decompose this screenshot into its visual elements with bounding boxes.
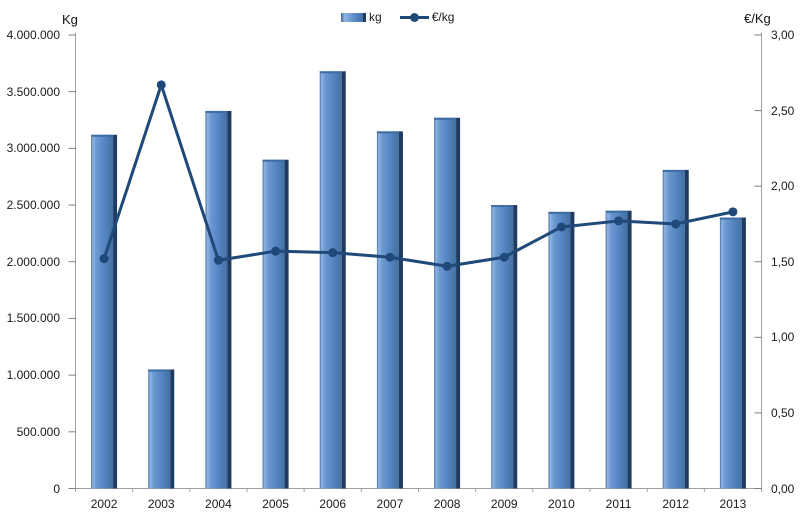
left-axis-tick-label: 1.000.000 [6, 368, 60, 383]
bar-2010 [548, 211, 575, 489]
line-marker-icon [409, 12, 419, 22]
bar-2003 [148, 369, 175, 489]
x-axis-label-2011: 2011 [605, 497, 632, 511]
price-marker-2003 [156, 80, 166, 90]
x-axis-label-2002: 2002 [90, 497, 118, 511]
left-axis-tick-label: 1.500.000 [6, 311, 60, 326]
bar-series-swatch-icon [341, 12, 366, 22]
bar-2007 [376, 131, 403, 489]
legend-item-price: €/kg [399, 10, 455, 24]
left-axis-title: Kg [62, 12, 78, 27]
right-axis-tick-label: 2,50 [771, 103, 795, 118]
price-marker-2012 [671, 219, 681, 229]
left-axis-tick-label: 0 [53, 481, 60, 496]
x-axis-label-2005: 2005 [262, 497, 289, 511]
price-line [102, 83, 734, 268]
price-marker-2004 [213, 255, 223, 265]
right-axis-tick-label: 1,00 [771, 330, 795, 345]
legend-label-kg: kg [369, 10, 382, 24]
right-axis-tick-label: 0,50 [771, 405, 795, 420]
x-axis-label-2003: 2003 [147, 497, 175, 511]
price-marker-2008 [442, 261, 452, 271]
left-axis-tick-label: 2.500.000 [6, 198, 60, 213]
legend: kg €/kg [341, 10, 454, 24]
x-axis-label-2007: 2007 [376, 497, 404, 511]
x-axis-label-2010: 2010 [548, 497, 575, 511]
bar-2005 [262, 159, 289, 489]
price-marker-2006 [328, 248, 338, 258]
left-axis-tick-label: 4.000.000 [6, 28, 60, 42]
price-marker-2002 [99, 254, 109, 264]
x-axis-label-2009: 2009 [490, 497, 518, 511]
legend-item-kg: kg [341, 10, 382, 24]
right-axis-tick-label: 2,00 [771, 179, 795, 194]
bar-2013 [719, 217, 746, 489]
bar-2012 [662, 169, 689, 489]
right-axis-title: €/Kg [744, 11, 771, 26]
left-axis-tick-label: 3.000.000 [6, 141, 60, 156]
x-axis-label-2004: 2004 [205, 497, 232, 511]
bar-2004 [205, 110, 232, 489]
right-axis-tick-label: 1,50 [771, 254, 795, 269]
legend-label-price: €/kg [431, 10, 455, 24]
left-axis-tick-label: 500.000 [16, 424, 60, 439]
line-series-swatch-icon [399, 12, 429, 22]
price-marker-2005 [271, 246, 281, 256]
price-marker-2007 [385, 252, 395, 262]
bar-2009 [491, 205, 518, 489]
price-marker-2009 [499, 252, 509, 262]
bar-2011 [605, 210, 632, 489]
bar-2006 [319, 71, 346, 489]
bar-2002 [91, 134, 118, 489]
x-axis-label-2012: 2012 [662, 497, 690, 511]
price-marker-2010 [556, 222, 566, 232]
price-marker-2013 [728, 207, 738, 217]
right-axis-tick-label: 3,00 [771, 28, 795, 42]
left-axis-tick-label: 3.500.000 [6, 84, 60, 99]
left-axis-tick-label: 2.000.000 [6, 254, 60, 269]
x-axis-label-2013: 2013 [719, 497, 747, 511]
x-axis-label-2006: 2006 [319, 497, 347, 511]
price-marker-2011 [614, 216, 624, 226]
right-axis-tick-label: 0,00 [771, 481, 795, 496]
bar-2008 [434, 117, 461, 489]
x-axis-label-2008: 2008 [433, 497, 461, 511]
